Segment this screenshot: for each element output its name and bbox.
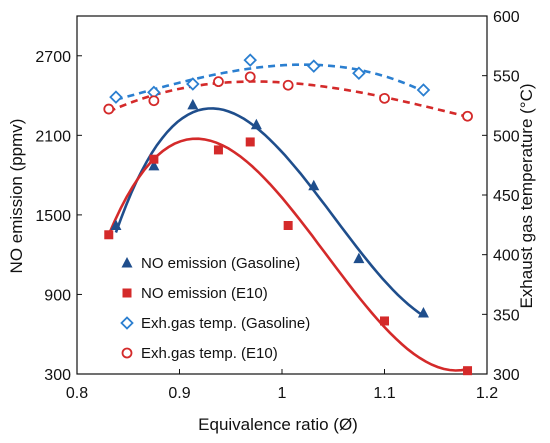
data-point-series-0 bbox=[308, 179, 320, 191]
data-point-series-3 bbox=[379, 92, 390, 104]
y-tick-label: 1500 bbox=[35, 208, 71, 225]
data-point-series-2 bbox=[109, 90, 123, 104]
y2-axis-label: Exhaust gas temperature (°C) bbox=[517, 83, 536, 308]
x-tick-label: 1 bbox=[278, 385, 287, 402]
data-point-series-3 bbox=[148, 95, 160, 107]
data-point-series-1 bbox=[149, 154, 159, 164]
data-point-series-3 bbox=[462, 110, 473, 122]
x-tick-label: 1.1 bbox=[373, 385, 395, 402]
x-axis-ticks: 0.8 0.9 1 1.1 1.2 bbox=[66, 369, 498, 402]
data-point-series-1 bbox=[463, 366, 473, 376]
data-point-series-1 bbox=[245, 137, 255, 147]
y2-axis-ticks: 300 350 400 450 500 550 600 bbox=[482, 9, 520, 384]
data-point-series-1 bbox=[380, 316, 389, 326]
y2-tick-label: 300 bbox=[493, 367, 520, 384]
y2-tick-label: 350 bbox=[493, 307, 520, 324]
y2-tick-label: 450 bbox=[493, 188, 520, 205]
y-tick-label: 300 bbox=[44, 367, 71, 384]
x-tick-label: 1.2 bbox=[476, 385, 498, 402]
y-tick-label: 2700 bbox=[35, 49, 71, 66]
data-points bbox=[103, 53, 473, 376]
data-point-series-0 bbox=[417, 307, 429, 318]
data-point-series-0 bbox=[148, 159, 160, 171]
data-point-series-2 bbox=[352, 66, 366, 81]
legend: NO emission (Gasoline) NO emission (E10) E… bbox=[120, 255, 310, 362]
legend-label: NO emission (E10) bbox=[141, 285, 268, 302]
y2-tick-label: 600 bbox=[493, 9, 520, 26]
data-point-series-3 bbox=[282, 79, 294, 91]
x-tick-label: 0.9 bbox=[168, 385, 190, 402]
x-tick-label: 0.8 bbox=[66, 385, 88, 402]
data-point-series-2 bbox=[307, 59, 321, 73]
data-point-series-2 bbox=[243, 53, 257, 67]
y-tick-label: 2100 bbox=[35, 128, 71, 145]
legend-label: Exh.gas temp. (Gasoline) bbox=[141, 315, 310, 332]
data-point-series-1 bbox=[213, 145, 223, 155]
legend-marker-1 bbox=[122, 288, 132, 298]
data-point-series-0 bbox=[353, 252, 365, 264]
y2-tick-label: 500 bbox=[493, 128, 520, 145]
data-point-series-2 bbox=[416, 83, 431, 97]
y2-tick-label: 400 bbox=[493, 248, 520, 265]
y-axis-ticks: 300 900 1500 2100 2700 bbox=[35, 49, 82, 384]
fit-curve-series-2 bbox=[115, 63, 424, 101]
y-tick-label: 900 bbox=[44, 287, 71, 304]
data-point-series-0 bbox=[187, 98, 199, 110]
data-point-series-3 bbox=[213, 76, 224, 88]
legend-marker-2 bbox=[120, 316, 134, 330]
data-point-series-1 bbox=[283, 220, 293, 230]
y-axis-label: NO emission (ppmv) bbox=[7, 119, 26, 274]
data-point-series-3 bbox=[244, 71, 256, 83]
data-point-series-1 bbox=[104, 230, 114, 240]
data-point-series-2 bbox=[186, 77, 200, 91]
fit-curve-series-1 bbox=[107, 137, 468, 372]
data-point-series-0 bbox=[110, 219, 122, 230]
legend-label: Exh.gas temp. (E10) bbox=[141, 345, 278, 362]
legend-label: NO emission (Gasoline) bbox=[141, 255, 300, 272]
fit-curve-series-0 bbox=[114, 107, 425, 317]
legend-marker-3 bbox=[121, 347, 133, 359]
y2-tick-label: 550 bbox=[493, 69, 520, 86]
data-point-series-3 bbox=[103, 103, 115, 115]
legend-marker-0 bbox=[121, 257, 133, 268]
x-axis-label: Equivalence ratio (Ø) bbox=[198, 415, 358, 434]
data-point-series-0 bbox=[250, 118, 262, 130]
